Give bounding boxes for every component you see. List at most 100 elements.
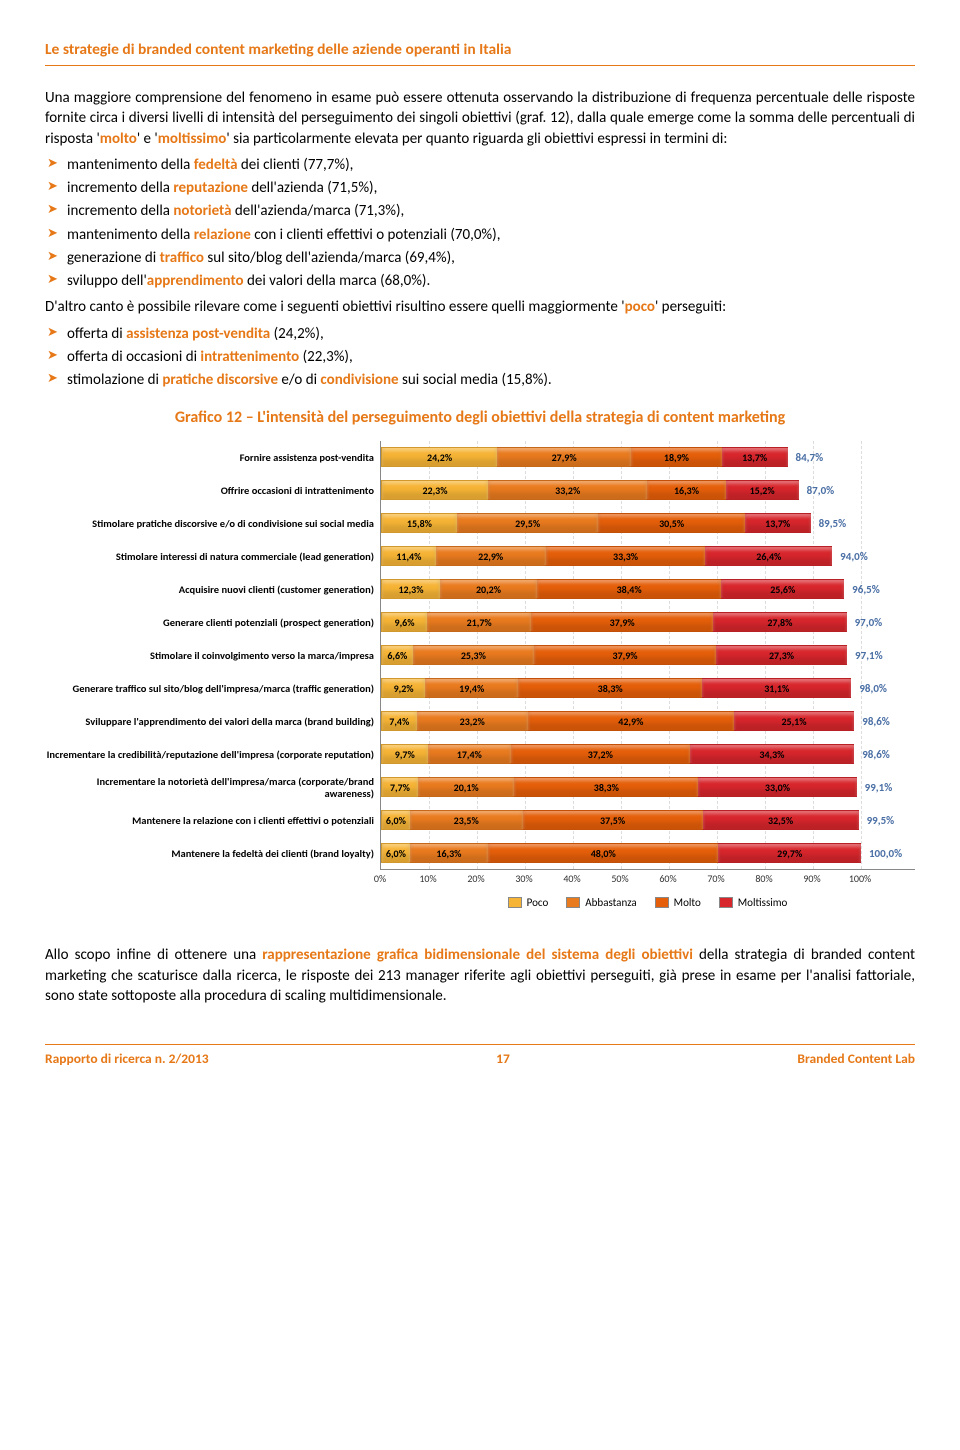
chart-bar-segment: 15,2% bbox=[726, 480, 799, 500]
chart-row-label: Stimolare interessi di natura commercial… bbox=[45, 540, 380, 573]
chart-x-axis: 0%10%20%30%40%50%60%70%80%90%100% bbox=[380, 870, 915, 888]
legend-swatch bbox=[508, 897, 522, 908]
list-item: sviluppo dell'apprendimento dei valori d… bbox=[45, 271, 915, 291]
chart-row-total: 98,0% bbox=[859, 682, 887, 695]
chart-row-label: Incrementare la credibilità/reputazione … bbox=[45, 738, 380, 771]
paragraph-2: D'altro canto è possibile rilevare come … bbox=[45, 297, 915, 317]
legend-label: Poco bbox=[527, 896, 549, 909]
chart-bar-segment: 24,2% bbox=[381, 447, 497, 467]
highlight-poco: poco bbox=[625, 298, 655, 316]
text: ' sia particolarmente elevata per quanto… bbox=[226, 130, 727, 148]
chart-bar-segment: 20,1% bbox=[418, 777, 514, 797]
chart-row-label: Offrire occasioni di intrattenimento bbox=[45, 474, 380, 507]
bullet-list-1: mantenimento della fedeltà dei clienti (… bbox=[45, 155, 915, 292]
chart-x-tick: 80% bbox=[755, 872, 772, 885]
chart-bar-segment: 7,4% bbox=[381, 711, 417, 731]
chart-bar-segment: 12,3% bbox=[381, 579, 440, 599]
text: Allo scopo infine di ottenere una bbox=[45, 946, 262, 964]
chart-bar-segment: 37,2% bbox=[511, 744, 690, 764]
chart-row-total: 98,6% bbox=[862, 715, 890, 728]
highlight-molto: molto bbox=[100, 130, 137, 148]
chart-bar-segment: 6,0% bbox=[381, 843, 410, 863]
chart-row-label: Incrementare la notorietà dell'impresa/m… bbox=[45, 771, 380, 804]
chart-bar-row: 9,6%21,7%37,9%27,8%97,0% bbox=[381, 612, 915, 632]
chart-bar-segment: 22,9% bbox=[436, 546, 546, 566]
chart-bar-row: 22,3%33,2%16,3%15,2%87,0% bbox=[381, 480, 915, 500]
chart-bar-row: 6,6%25,3%37,9%27,3% 97,1% bbox=[381, 645, 915, 665]
legend-label: Molto bbox=[674, 896, 701, 909]
chart-bar-segment: 6,6% bbox=[381, 645, 413, 665]
chart-bar-segment: 16,3% bbox=[647, 480, 725, 500]
chart-row-total: 97,0% bbox=[855, 616, 883, 629]
chart-bar-segment: 19,4% bbox=[425, 678, 518, 698]
chart-x-tick: 100% bbox=[849, 872, 871, 885]
legend-swatch bbox=[566, 897, 580, 908]
chart-bar-segment: 27,9% bbox=[497, 447, 631, 467]
footer-left: Rapporto di ricerca n. 2/2013 bbox=[45, 1050, 209, 1067]
chart-row-label: Acquisire nuovi clienti (customer genera… bbox=[45, 573, 380, 606]
legend-item: Moltissimo bbox=[719, 896, 788, 909]
chart-category-labels: Fornire assistenza post-venditaOffrire o… bbox=[45, 441, 380, 909]
chart-bar-segment: 32,5% bbox=[703, 810, 859, 830]
paragraph-3: Allo scopo infine di ottenere una rappre… bbox=[45, 945, 915, 1006]
chart-bar-row: 6,0%16,3%48,0%29,7%100,0% bbox=[381, 843, 915, 863]
chart-bar-segment: 13,7% bbox=[722, 447, 788, 467]
legend-label: Abbastanza bbox=[585, 896, 636, 909]
chart-x-tick: 20% bbox=[467, 872, 484, 885]
chart-bar-segment: 33,3% bbox=[546, 546, 706, 566]
chart-bar-row: 6,0%23,5%37,5%32,5%99,5% bbox=[381, 810, 915, 830]
chart-legend: Poco Abbastanza Molto Moltissimo bbox=[380, 896, 915, 909]
chart-x-tick: 30% bbox=[515, 872, 532, 885]
chart-bar-segment: 25,3% bbox=[413, 645, 534, 665]
chart-bar-segment: 23,2% bbox=[417, 711, 528, 731]
list-item: offerta di assistenza post-vendita (24,2… bbox=[45, 324, 915, 344]
chart: Fornire assistenza post-venditaOffrire o… bbox=[45, 441, 915, 909]
chart-x-tick: 50% bbox=[611, 872, 628, 885]
chart-bar-segment: 26,4% bbox=[705, 546, 832, 566]
chart-row-total: 96,5% bbox=[852, 583, 880, 596]
chart-row-total: 99,1% bbox=[865, 781, 893, 794]
chart-bar-segment: 27,3% bbox=[716, 645, 847, 665]
chart-bar-segment: 30,5% bbox=[598, 513, 744, 533]
chart-row-total: 89,5% bbox=[819, 517, 847, 530]
page-header: Le strategie di branded content marketin… bbox=[45, 40, 915, 66]
chart-bar-segment: 6,0% bbox=[381, 810, 410, 830]
chart-bar-segment: 16,3% bbox=[410, 843, 488, 863]
bullet-list-2: offerta di assistenza post-vendita (24,2… bbox=[45, 324, 915, 391]
text: ' perseguiti: bbox=[655, 298, 726, 316]
chart-bar-segment: 15,8% bbox=[381, 513, 457, 533]
chart-row-label: Fornire assistenza post-vendita bbox=[45, 441, 380, 474]
text: D'altro canto è possibile rilevare come … bbox=[45, 298, 625, 316]
chart-bar-segment: 37,9% bbox=[534, 645, 716, 665]
chart-row-label: Sviluppare l'apprendimento dei valori de… bbox=[45, 705, 380, 738]
chart-bar-segment: 34,3% bbox=[690, 744, 855, 764]
footer-right: Branded Content Lab bbox=[797, 1050, 915, 1067]
list-item: mantenimento della relazione con i clien… bbox=[45, 225, 915, 245]
chart-row-total: 97,1% bbox=[855, 649, 883, 662]
chart-bar-segment: 33,2% bbox=[488, 480, 647, 500]
chart-bar-segment: 37,9% bbox=[531, 612, 713, 632]
chart-bar-segment: 48,0% bbox=[488, 843, 718, 863]
chart-bar-segment: 33,0% bbox=[698, 777, 856, 797]
chart-row-label: Stimolare il coinvolgimento verso la mar… bbox=[45, 639, 380, 672]
chart-bar-row: 24,2%27,9%18,9%13,7%84,7% bbox=[381, 447, 915, 467]
chart-plot: 24,2%27,9%18,9%13,7%84,7% 22,3%33,2%16,3%… bbox=[380, 441, 915, 870]
chart-row-total: 98,6% bbox=[862, 748, 890, 761]
chart-bar-segment: 38,3% bbox=[514, 777, 698, 797]
list-item: mantenimento della fedeltà dei clienti (… bbox=[45, 155, 915, 175]
legend-item: Poco bbox=[508, 896, 549, 909]
highlight-rep: rappresentazione grafica bidimensionale … bbox=[262, 946, 693, 964]
chart-bar-segment: 23,5% bbox=[410, 810, 523, 830]
chart-x-tick: 60% bbox=[659, 872, 676, 885]
chart-bar-segment: 9,7% bbox=[381, 744, 428, 764]
chart-bar-segment: 38,4% bbox=[537, 579, 721, 599]
chart-bar-segment: 25,1% bbox=[734, 711, 854, 731]
chart-bar-row: 12,3%20,2%38,4%25,6%96,5% bbox=[381, 579, 915, 599]
footer-page: 17 bbox=[496, 1050, 510, 1067]
chart-title: Grafico 12 – L'intensità del perseguimen… bbox=[45, 408, 915, 427]
chart-row-label: Stimolare pratiche discorsive e/o di con… bbox=[45, 507, 380, 540]
chart-row-label: Generare clienti potenziali (prospect ge… bbox=[45, 606, 380, 639]
list-item: offerta di occasioni di intrattenimento … bbox=[45, 347, 915, 367]
legend-item: Molto bbox=[655, 896, 701, 909]
highlight-moltissimo: moltissimo bbox=[158, 130, 227, 148]
